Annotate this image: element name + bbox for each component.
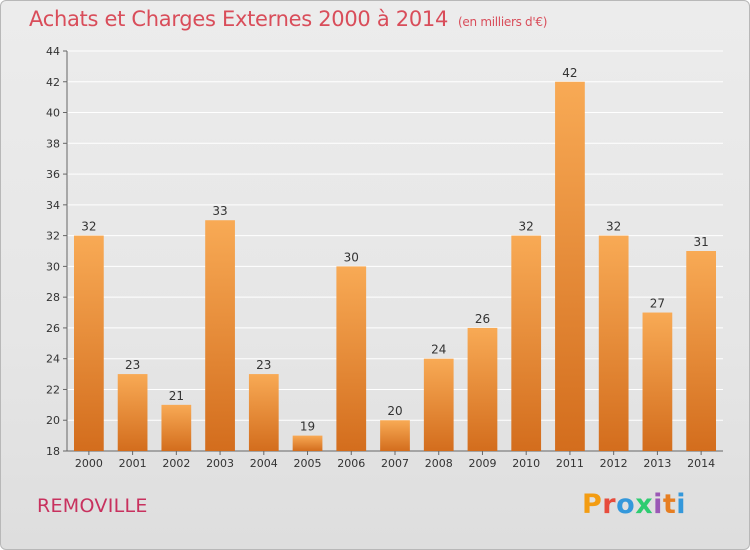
logo-letter: i: [676, 489, 687, 520]
value-label-2005: 19: [300, 420, 315, 434]
value-label-2009: 26: [475, 312, 490, 326]
chart-title-text: Achats et Charges Externes 2000 à 2014: [29, 7, 449, 31]
logo-letter: x: [635, 489, 654, 520]
bar-2002: [161, 404, 192, 451]
bar-2004: [248, 374, 279, 451]
x-tick-label-2011: 2011: [556, 457, 584, 470]
logo-letter: t: [662, 489, 677, 520]
y-tick-label: 34: [46, 199, 60, 212]
x-tick-label-2010: 2010: [512, 457, 540, 470]
y-tick-label: 42: [46, 76, 60, 89]
y-tick-label: 30: [46, 260, 60, 273]
y-tick-label: 38: [46, 137, 60, 150]
logo-letter: P: [582, 489, 603, 520]
value-label-2007: 20: [387, 404, 402, 418]
x-tick-label-2000: 2000: [75, 457, 103, 470]
x-tick-label-2006: 2006: [337, 457, 365, 470]
bar-2008: [423, 358, 454, 451]
x-tick-label-2013: 2013: [643, 457, 671, 470]
value-label-2002: 21: [169, 389, 184, 403]
x-tick-label-2005: 2005: [294, 457, 322, 470]
bar-2012: [598, 235, 629, 451]
value-label-2003: 33: [212, 204, 227, 218]
y-tick-label: 24: [46, 353, 60, 366]
bar-2001: [117, 374, 148, 451]
x-tick-label-2014: 2014: [687, 457, 715, 470]
y-tick-label: 32: [46, 230, 60, 243]
x-tick-label-2008: 2008: [425, 457, 453, 470]
x-tick-label-2012: 2012: [600, 457, 628, 470]
bar-2000: [73, 235, 104, 451]
value-label-2010: 32: [519, 220, 534, 234]
y-tick-label: 20: [46, 414, 60, 427]
x-tick-label-2004: 2004: [250, 457, 278, 470]
proxiti-logo: Proxiti: [582, 489, 686, 520]
y-tick-label: 18: [46, 445, 60, 458]
value-label-2000: 32: [81, 220, 96, 234]
y-tick-label: 44: [46, 45, 60, 58]
value-label-2012: 32: [606, 220, 621, 234]
logo-letter: i: [653, 489, 663, 520]
bar-2005: [292, 435, 323, 451]
x-tick-label-2003: 2003: [206, 457, 234, 470]
y-tick-label: 22: [46, 383, 60, 396]
value-label-2011: 42: [562, 66, 577, 80]
commune-name: REMOVILLE: [37, 495, 148, 517]
bar-2014: [686, 251, 717, 451]
x-tick-label-2007: 2007: [381, 457, 409, 470]
chart-title: Achats et Charges Externes 2000 à 2014 (e…: [29, 7, 547, 31]
bar-2013: [642, 312, 673, 451]
bar-2009: [467, 327, 498, 451]
y-tick-label: 28: [46, 291, 60, 304]
logo-letter: o: [616, 489, 636, 520]
value-label-2013: 27: [650, 297, 665, 311]
bar-2003: [205, 220, 235, 451]
chart-unit: (en milliers d'€): [458, 15, 548, 29]
bar-2006: [336, 266, 367, 451]
value-label-2014: 31: [693, 235, 708, 249]
x-tick-label-2002: 2002: [162, 457, 190, 470]
value-label-2006: 30: [344, 250, 359, 264]
bar-2010: [511, 235, 542, 451]
logo-letter: r: [602, 489, 617, 520]
y-tick-label: 36: [46, 168, 60, 181]
value-label-2008: 24: [431, 343, 446, 357]
value-label-2001: 23: [125, 358, 140, 372]
y-tick-label: 40: [46, 107, 60, 120]
bar-2011: [555, 81, 585, 452]
bar-2007: [380, 420, 410, 451]
value-label-2004: 23: [256, 358, 271, 372]
x-tick-label-2009: 2009: [468, 457, 496, 470]
x-tick-label-2001: 2001: [119, 457, 147, 470]
y-tick-label: 26: [46, 322, 60, 335]
